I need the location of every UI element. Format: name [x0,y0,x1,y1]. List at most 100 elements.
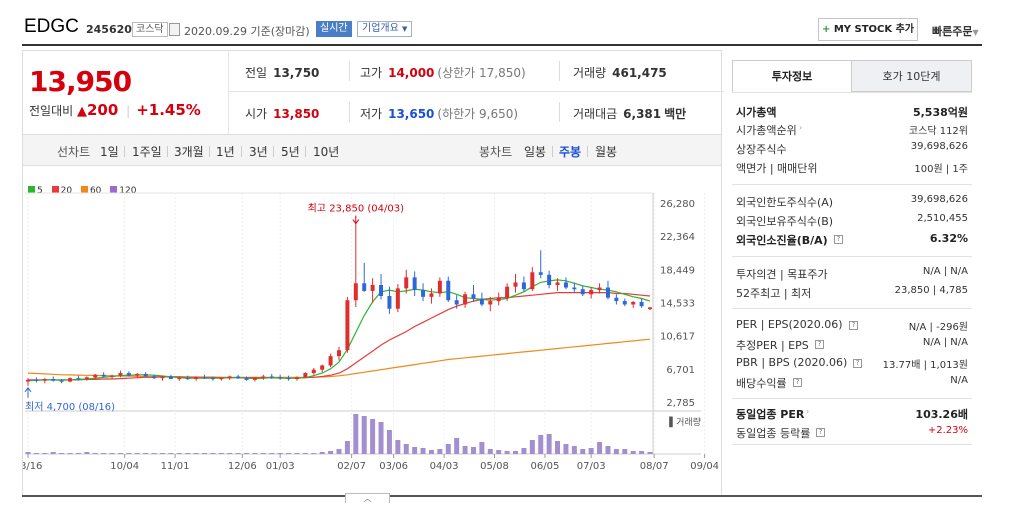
period-3y[interactable]: 3년 [249,145,268,159]
period-1y[interactable]: 1년 [216,145,235,159]
volume-bar [647,452,653,454]
stock-chart[interactable]: 5 20 60 120 26,280 22,364 18,449 14,533 10,6… [22,166,722,496]
help-icon[interactable]: ? [815,340,824,349]
chevron-right-icon[interactable]: › [799,123,803,132]
info-row: 52주최고 | 최저 23,850 | 4,785 [736,283,968,301]
info-row: 배당수익률? N/A [736,373,968,391]
info-label: 외국인소진율(B/A) [736,234,828,247]
quick-order-button[interactable]: 빠른주문▼ [932,23,979,39]
volume-bar [370,419,376,454]
stat-value: 13,750 [273,66,320,80]
volume-bar [361,416,367,454]
stat-value: 14,000 [388,66,435,80]
volume-bar [412,447,418,454]
divider [209,146,210,157]
volume-bar [513,451,519,454]
candle-body [580,289,585,295]
candle-body [84,377,89,380]
ma5-line [27,279,651,382]
tab-investment-info[interactable]: 투자정보 [732,60,852,92]
chevron-right-icon[interactable]: › [806,407,810,416]
up-triangle-icon: ▲ [77,104,87,119]
divider [732,92,972,93]
info-label[interactable]: 동일업종 PER [736,408,805,421]
period-10y[interactable]: 10년 [313,145,340,159]
volume-bar [84,452,90,454]
period-3m[interactable]: 3개월 [174,145,204,159]
legend-item: 20 [51,186,72,196]
info-value: 103.26배 [915,408,968,421]
candle-body [421,290,426,297]
candle-daily[interactable]: 일봉 [524,145,547,159]
stat-label: 시가 [245,107,268,121]
volume-bar [462,446,468,454]
candle-body [345,300,350,351]
y-tick-label: 22,364 [660,232,695,243]
candle-weekly[interactable]: 주봉 [559,145,582,159]
volume-bar [117,453,123,454]
candle-body [244,378,249,380]
realtime-button[interactable]: 실시간 [316,21,352,37]
volume-bar [227,453,233,454]
candle-body [555,282,560,285]
candle-body [152,376,157,379]
chart-legend: 5 20 60 120 [28,186,142,196]
candle-monthly[interactable]: 월봉 [595,145,618,159]
legend-item: 5 [28,186,43,196]
stat-value: 6,381 [623,107,662,121]
info-value: 6.32% [929,232,968,245]
info-label: 외국인보유주식수(B) [736,215,834,228]
divider [273,146,274,157]
candle-body [622,301,627,305]
change-label: 전일대비 [29,104,74,118]
chevron-down-icon: ▼ [402,25,408,33]
stats-row: 전일 13,750 고가 14,000 (상한가 17,850) 거래량 461,475 [229,51,724,92]
help-icon[interactable]: ? [849,321,858,330]
volume-bar [529,440,535,454]
volume-bar [538,435,544,454]
x-tick-label: 03/06 [379,461,408,472]
y-tick-label: 6,701 [666,365,695,376]
candle-body [454,300,459,305]
price-stats: 전일 13,750 고가 14,000 (상한가 17,850) 거래량 461,475… [228,51,724,134]
info-label: 추정PER | EPS [736,339,809,352]
stat-volume: 거래량 461,475 [573,64,667,81]
my-stock-label: MY STOCK 추가 [833,24,915,35]
stat-low: 저가 13,650 (하한가 9,650) [360,105,518,122]
period-5y[interactable]: 5년 [281,145,300,159]
period-1w[interactable]: 1주일 [132,145,162,159]
help-icon[interactable]: ? [816,428,825,437]
candle-body [101,374,106,377]
candle-body [51,379,56,381]
info-value: 39,698,626 [910,141,968,152]
help-icon[interactable]: ? [793,378,802,387]
my-stock-add-button[interactable]: + MY STOCK 추가 [818,18,918,41]
info-value: 100원 | 1주 [914,164,968,175]
x-tick-label: 08/07 [640,461,669,472]
company-info-dropdown[interactable]: 기업개요 ▼ [357,21,413,37]
volume-bar [420,448,426,454]
info-value: N/A [950,375,968,386]
candle-body [463,294,468,305]
volume-bar [269,453,275,454]
y-tick-label: 10,617 [660,332,695,343]
divider [552,146,553,157]
help-icon[interactable]: ? [834,235,843,244]
info-row: PBR | BPS (2020.06)? 13.77배 | 1,013원 [736,354,968,372]
info-label: 시가총액 [736,106,777,119]
info-value: 2,510,455 [917,213,968,224]
ma60-line [27,338,651,378]
candle-body [143,373,148,377]
candle-body [34,379,39,381]
volume-bar [277,453,283,454]
info-value: 5,538억원 [912,106,968,119]
candle-body [471,294,476,299]
help-icon[interactable]: ? [853,359,862,368]
stats-row: 시가 13,850 저가 13,650 (하한가 9,650) 거래대금 6,381 백만 [229,92,724,133]
info-label[interactable]: 시가총액순위 [736,124,797,137]
tab-orderbook[interactable]: 호가 10단계 [852,60,972,92]
period-1d[interactable]: 1일 [100,145,119,159]
volume-bar [92,453,98,454]
collapse-button[interactable]: ︿ [345,493,390,503]
info-value: 23,850 | 4,785 [894,285,968,296]
